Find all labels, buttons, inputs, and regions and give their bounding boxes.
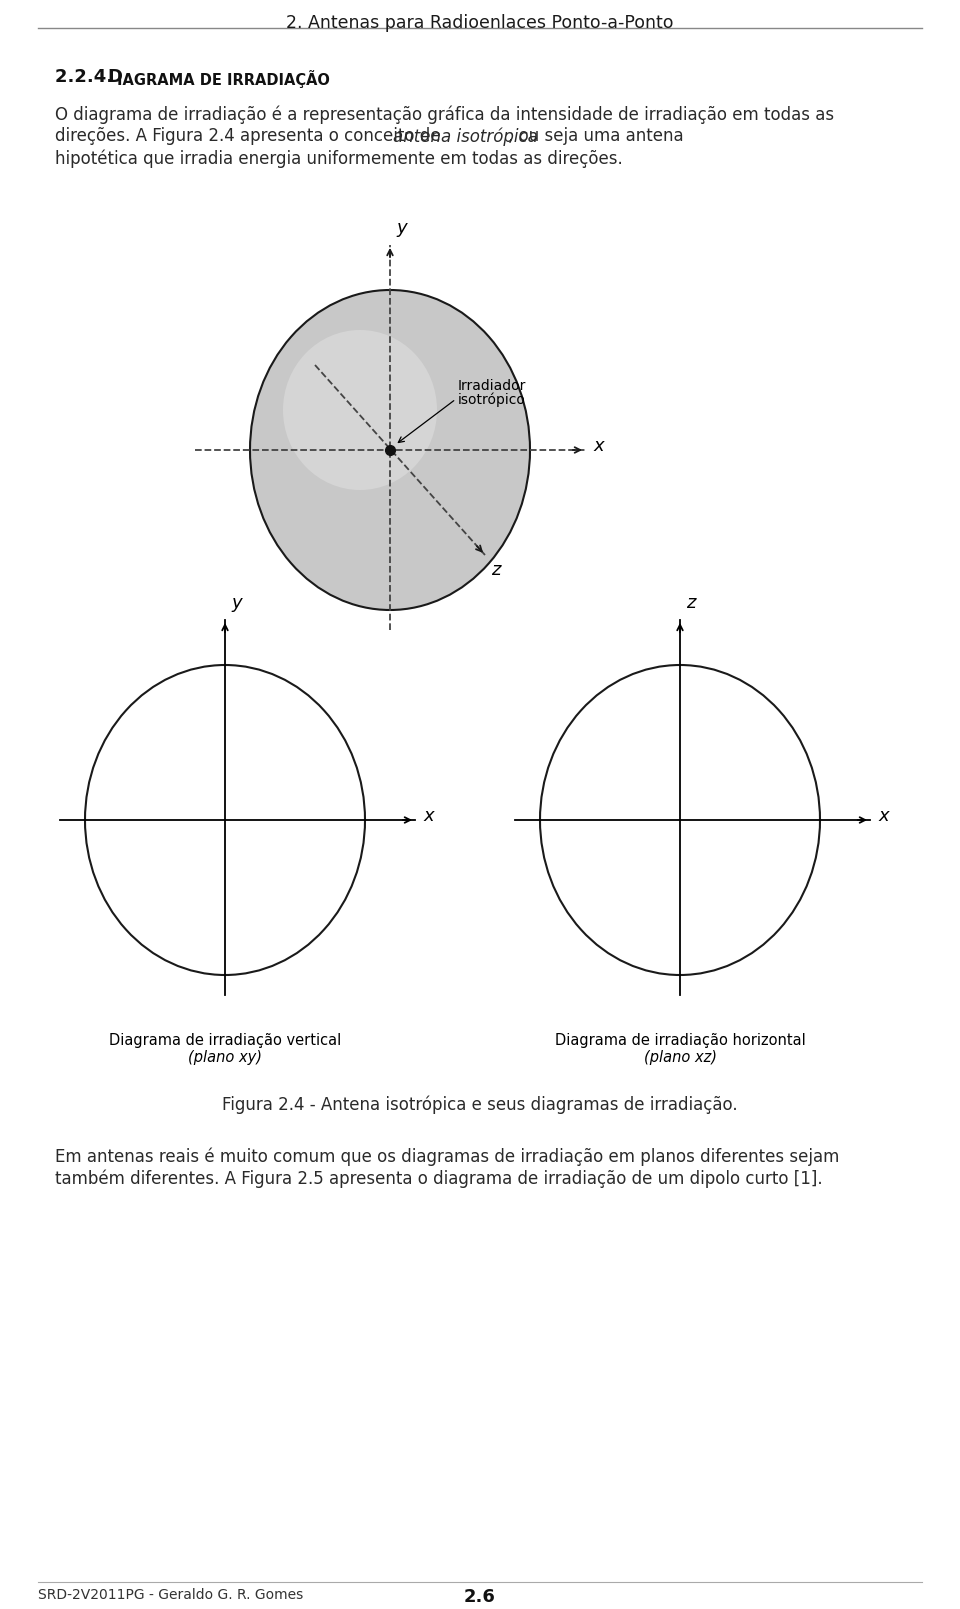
Text: IAGRAMA DE IRRADIAÇÃO: IAGRAMA DE IRRADIAÇÃO [117, 69, 330, 87]
Text: SRD-2V2011PG - Geraldo G. R. Gomes: SRD-2V2011PG - Geraldo G. R. Gomes [38, 1588, 303, 1603]
Text: x: x [593, 438, 604, 455]
Text: D: D [107, 68, 122, 85]
Ellipse shape [250, 290, 530, 610]
Text: hipotética que irradia energia uniformemente em todas as direções.: hipotética que irradia energia uniformem… [55, 150, 623, 167]
Text: Irradiador: Irradiador [458, 380, 526, 393]
Text: isotrópico: isotrópico [458, 393, 526, 407]
Text: antena isotrópica: antena isotrópica [393, 127, 538, 145]
Text: 2. Antenas para Radioenlaces Ponto-a-Ponto: 2. Antenas para Radioenlaces Ponto-a-Pon… [286, 14, 674, 32]
Ellipse shape [283, 330, 437, 491]
Text: x: x [423, 808, 434, 825]
Text: z: z [686, 594, 695, 611]
Text: também diferentes. A Figura 2.5 apresenta o diagrama de irradiação de um dipolo : também diferentes. A Figura 2.5 apresent… [55, 1170, 823, 1189]
Text: y: y [396, 219, 407, 237]
Text: (plano xy): (plano xy) [188, 1051, 262, 1065]
Text: (plano xz): (plano xz) [643, 1051, 716, 1065]
Text: 2.2.4.: 2.2.4. [55, 68, 119, 85]
Text: , ou seja uma antena: , ou seja uma antena [508, 127, 684, 145]
Text: y: y [231, 594, 242, 611]
Text: x: x [878, 808, 889, 825]
Text: z: z [491, 562, 500, 579]
Text: O diagrama de irradiação é a representação gráfica da intensidade de irradiação : O diagrama de irradiação é a representaç… [55, 105, 834, 124]
Text: Diagrama de irradiação horizontal: Diagrama de irradiação horizontal [555, 1033, 805, 1047]
Text: Em antenas reais é muito comum que os diagramas de irradiação em planos diferent: Em antenas reais é muito comum que os di… [55, 1147, 839, 1167]
Text: Diagrama de irradiação vertical: Diagrama de irradiação vertical [108, 1033, 341, 1047]
Text: direções. A Figura 2.4 apresenta o conceito de: direções. A Figura 2.4 apresenta o conce… [55, 127, 445, 145]
Text: Figura 2.4 - Antena isotrópica e seus diagramas de irradiação.: Figura 2.4 - Antena isotrópica e seus di… [222, 1096, 738, 1113]
Text: 2.6: 2.6 [464, 1588, 496, 1606]
